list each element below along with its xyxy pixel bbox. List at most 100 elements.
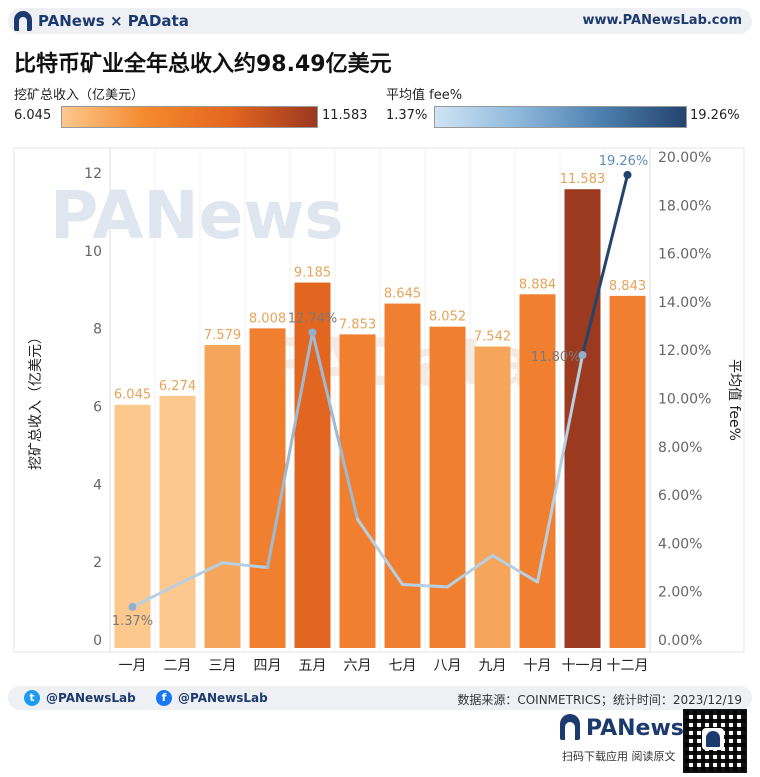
bar-value-label: 7.542 <box>474 329 511 344</box>
panews-logo-icon <box>14 11 32 31</box>
fee-point <box>623 170 632 179</box>
fee-line-segment <box>536 353 584 584</box>
qr-logo-icon <box>702 728 724 750</box>
revenue-bar <box>429 326 466 648</box>
revenue-bar <box>609 295 646 648</box>
fee-value-label: 19.26% <box>599 154 649 169</box>
revenue-bar <box>249 328 286 648</box>
y-tick-label: 12 <box>84 166 102 182</box>
bar-value-label: 8.884 <box>519 277 556 292</box>
revenue-bar <box>159 395 196 648</box>
fee-line-segment <box>311 330 359 521</box>
revenue-legend-max: 11.583 <box>322 108 368 123</box>
revenue-bar <box>384 303 421 648</box>
x-category-label: 四月 <box>254 658 282 674</box>
revenue-bar <box>204 345 241 648</box>
revenue-bar <box>474 346 511 648</box>
y-tick-label: 4 <box>93 477 102 493</box>
y-tick-label: 0 <box>93 633 102 649</box>
revenue-color-scale <box>61 106 318 128</box>
y2-tick-label: 16.00% <box>658 247 711 263</box>
y-tick-label: 8 <box>93 322 102 338</box>
x-category-label: 一月 <box>119 658 147 674</box>
x-category-label: 十二月 <box>607 658 649 674</box>
fee-value-label: 11.80% <box>531 350 581 365</box>
plot-frame <box>13 147 745 653</box>
promo-brand: PANews <box>586 716 684 741</box>
bar-value-label: 8.645 <box>384 287 421 302</box>
x-category-label: 七月 <box>389 658 417 674</box>
footer-bar: t @PANewsLab f @PANewsLab 数据来源：COINMETRI… <box>8 686 752 710</box>
promo-logo: PANews <box>560 714 684 744</box>
fee-legend-min: 1.37% <box>386 108 428 123</box>
fee-line-segment <box>356 517 404 586</box>
fee-color-scale <box>434 106 687 128</box>
header-brand: PANews × PAData <box>38 12 189 30</box>
x-category-label: 十月 <box>524 658 552 674</box>
y2-tick-label: 6.00% <box>658 488 702 504</box>
fee-line-segment <box>581 173 629 357</box>
header-bar: PANews × PAData www.PANewsLab.com <box>8 8 752 34</box>
watermark-panews: PANews <box>50 177 344 254</box>
y-tick-label: 10 <box>84 244 102 260</box>
bar-value-label: 8.052 <box>429 310 466 325</box>
x-category-label: 二月 <box>164 658 192 674</box>
revenue-bar <box>339 334 376 648</box>
y2-tick-label: 0.00% <box>658 633 702 649</box>
fee-line-segment <box>446 553 494 589</box>
twitter-icon[interactable]: t <box>24 690 40 706</box>
fee-point <box>128 602 137 611</box>
x-category-label: 六月 <box>344 658 372 674</box>
header-site-link[interactable]: www.PANewsLab.com <box>582 13 742 28</box>
chart-title: 比特币矿业全年总收入约98.49亿美元 <box>14 52 392 77</box>
fee-line-segment <box>176 561 224 586</box>
bar-value-label: 8.843 <box>609 279 646 294</box>
revenue-legend-min: 6.045 <box>14 108 52 123</box>
fee-value-label: 1.37% <box>112 614 153 629</box>
bar-value-label: 11.583 <box>560 172 606 187</box>
x-category-label: 三月 <box>209 658 237 674</box>
twitter-handle[interactable]: @PANewsLab <box>46 691 136 705</box>
y2-tick-label: 12.00% <box>658 343 711 359</box>
promo-subtitle: 扫码下载应用 阅读原文 <box>562 750 676 763</box>
panews-logo-icon <box>560 714 580 740</box>
bar-value-label: 7.853 <box>339 317 376 332</box>
y2-tick-label: 10.00% <box>658 392 711 408</box>
x-category-label: 十一月 <box>562 658 604 674</box>
fee-point <box>308 328 317 337</box>
revenue-legend-title: 挖矿总收入（亿美元） <box>14 88 145 103</box>
fee-line-segment <box>401 582 449 589</box>
fee-line-segment <box>266 330 314 570</box>
revenue-fee-chart: PANewsPAData0246810120.00%2.00%4.00%6.00… <box>13 147 745 674</box>
y-axis-label: 挖矿总收入（亿美元） <box>28 330 44 470</box>
fee-line-segment <box>221 561 269 570</box>
y2-tick-label: 14.00% <box>658 295 711 311</box>
revenue-bar <box>114 404 151 648</box>
facebook-icon[interactable]: f <box>156 690 172 706</box>
bar-value-label: 6.274 <box>159 379 196 394</box>
fee-legend-max: 19.26% <box>690 108 740 123</box>
y2-tick-label: 2.00% <box>658 585 702 601</box>
data-source: 数据来源：COINMETRICS；统计时间：2023/12/19 <box>457 693 742 707</box>
fee-value-label: 12.74% <box>288 311 338 326</box>
y2-tick-label: 20.00% <box>658 150 711 166</box>
x-category-label: 九月 <box>479 658 507 674</box>
x-category-label: 八月 <box>434 658 462 674</box>
fee-legend-title: 平均值 fee% <box>386 88 463 103</box>
revenue-bar <box>294 282 331 648</box>
y-tick-label: 2 <box>93 555 102 571</box>
y2-axis-label: 平均值 fee% <box>726 359 742 441</box>
fee-line-segment <box>131 582 179 609</box>
fee-point <box>578 351 587 360</box>
y2-tick-label: 8.00% <box>658 440 702 456</box>
y2-tick-label: 18.00% <box>658 198 711 214</box>
bar-value-label: 9.185 <box>294 266 331 281</box>
bar-value-label: 7.579 <box>204 328 241 343</box>
y-tick-label: 6 <box>93 400 102 416</box>
revenue-bar <box>519 294 556 648</box>
bar-value-label: 6.045 <box>114 388 151 403</box>
bar-value-label: 8.008 <box>249 311 286 326</box>
facebook-handle[interactable]: @PANewsLab <box>178 691 268 705</box>
y2-tick-label: 4.00% <box>658 536 702 552</box>
fee-line-segment <box>491 553 539 584</box>
